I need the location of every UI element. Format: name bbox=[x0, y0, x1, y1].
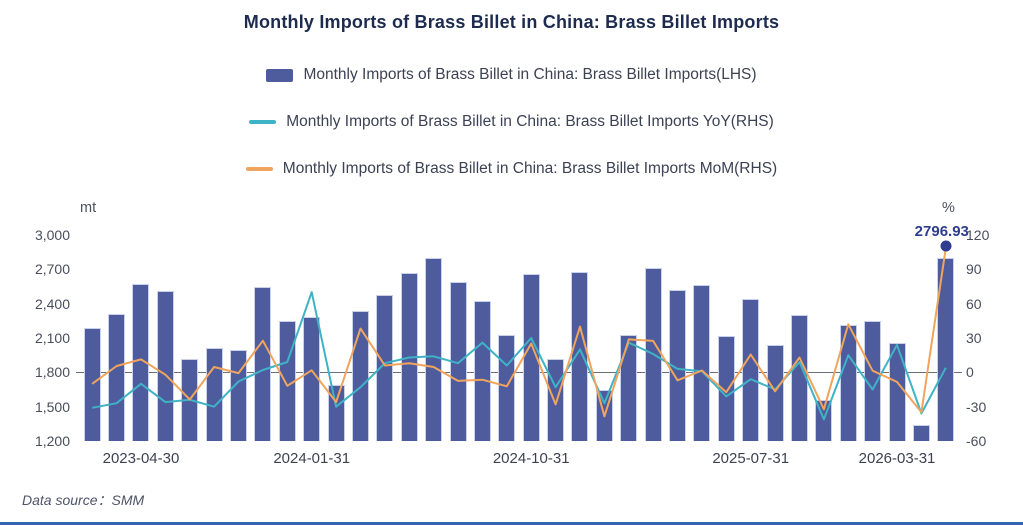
mom-line bbox=[91, 247, 947, 418]
right-axis-tick: 120 bbox=[966, 227, 990, 243]
left-axis-tick: 2,700 bbox=[34, 261, 70, 278]
right-axis-tick: 0 bbox=[966, 364, 974, 381]
import-bar bbox=[864, 321, 882, 441]
x-axis-tick: 2024-01-31 bbox=[273, 450, 351, 467]
import-bar bbox=[303, 316, 321, 441]
left-axis-tick: 2,400 bbox=[34, 295, 70, 312]
line-series-layer bbox=[91, 247, 947, 421]
x-axis-tick: 2024-10-31 bbox=[492, 450, 570, 467]
legend-label: Monthly Imports of Brass Billet in China… bbox=[282, 160, 778, 177]
left-axis-tick: 3,000 bbox=[34, 227, 70, 243]
import-bar bbox=[669, 289, 687, 441]
x-axis-tick: 2023-04-30 bbox=[102, 450, 180, 467]
import-bar bbox=[425, 258, 443, 441]
data-source-note: Data source：SMM bbox=[22, 492, 145, 508]
import-bar bbox=[693, 285, 711, 441]
chart-title: Monthly Imports of Brass Billet in China… bbox=[243, 12, 780, 32]
import-bar bbox=[937, 258, 955, 441]
line-swatch-icon bbox=[249, 120, 277, 124]
right-axis-tick: 90 bbox=[966, 261, 982, 278]
legend-label: Monthly Imports of Brass Billet in China… bbox=[303, 66, 757, 83]
legend-item-imports-lhs[interactable]: Monthly Imports of Brass Billet in China… bbox=[0, 66, 1023, 84]
left-axis-unit: mt bbox=[80, 200, 97, 216]
left-axis-tick: 1,800 bbox=[34, 364, 70, 381]
last-value-marker bbox=[940, 240, 952, 252]
bar-swatch-icon bbox=[266, 68, 294, 82]
import-bar bbox=[620, 335, 638, 441]
right-axis-tick: -30 bbox=[966, 398, 987, 415]
last-value-label: 2796.93 bbox=[914, 223, 969, 241]
legend-label: Monthly Imports of Brass Billet in China… bbox=[286, 113, 774, 130]
x-axis-tick: 2026-03-31 bbox=[858, 450, 936, 467]
import-bar bbox=[254, 287, 272, 441]
left-axis-tick: 1,200 bbox=[34, 433, 70, 449]
x-axis-tick: 2025-07-31 bbox=[712, 450, 790, 467]
right-axis-tick: -60 bbox=[966, 433, 987, 449]
left-axis-tick: 1,500 bbox=[34, 398, 70, 415]
bottom-rule bbox=[0, 522, 1023, 525]
right-axis-tick: 60 bbox=[966, 295, 982, 312]
import-bar bbox=[376, 295, 394, 441]
zero-gridline bbox=[76, 372, 962, 373]
right-axis-unit: % bbox=[942, 200, 955, 216]
import-bar bbox=[108, 313, 126, 441]
left-axis-tick: 2,100 bbox=[34, 330, 70, 346]
import-bar bbox=[473, 301, 491, 441]
import-bar bbox=[766, 344, 784, 441]
right-axis-tick: 30 bbox=[966, 330, 982, 346]
import-bar bbox=[912, 424, 930, 441]
import-bar bbox=[327, 384, 345, 441]
import-bar bbox=[742, 298, 760, 441]
yoy-line bbox=[92, 291, 947, 421]
line-swatch-icon bbox=[245, 167, 273, 171]
legend-item-mom-rhs[interactable]: Monthly Imports of Brass Billet in China… bbox=[0, 160, 1023, 178]
import-bar bbox=[790, 314, 808, 441]
legend-item-yoy-rhs[interactable]: Monthly Imports of Brass Billet in China… bbox=[0, 113, 1023, 131]
import-bar bbox=[156, 290, 174, 441]
import-bar bbox=[83, 327, 101, 441]
